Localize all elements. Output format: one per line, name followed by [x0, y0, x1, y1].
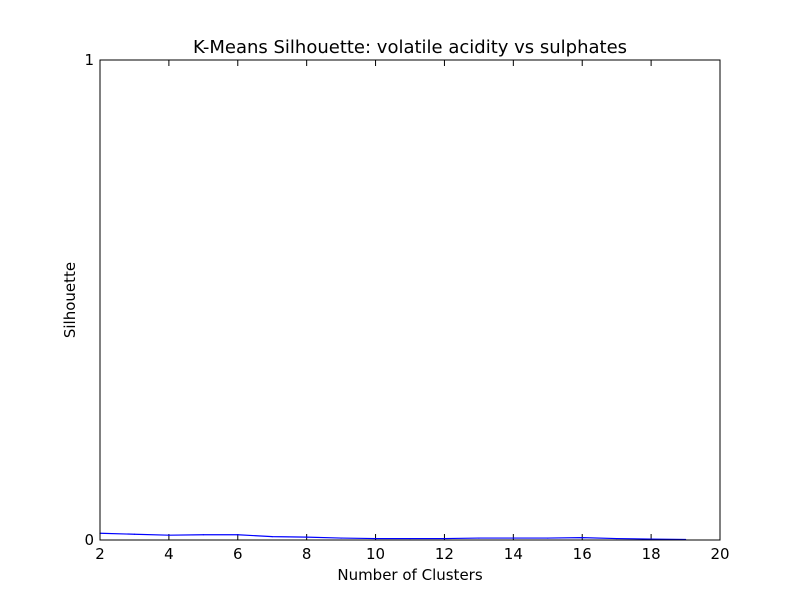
y-axis-label: Silhouette: [61, 262, 79, 338]
y-tick-label: 1: [84, 51, 94, 69]
x-tick-label: 2: [95, 545, 105, 563]
data-point: [478, 537, 480, 539]
series-line-0: [99, 532, 686, 541]
x-axis-label: Number of Clusters: [337, 566, 482, 584]
plot-area: [100, 60, 720, 540]
chart-title: K-Means Silhouette: volatile acidity vs …: [193, 37, 627, 58]
x-tick-label: 12: [435, 545, 454, 563]
x-tick-label: 10: [366, 545, 385, 563]
data-point: [547, 537, 549, 539]
data-point: [650, 538, 652, 540]
plot-frame: [99, 59, 721, 541]
tick-layer: 2 4 6 8 10 12 14 16 18 20 0 1: [84, 51, 729, 563]
x-tick-label: 18: [642, 545, 661, 563]
x-tick-label: 14: [504, 545, 523, 563]
data-point: [202, 534, 204, 536]
data-point: [237, 534, 239, 536]
data-point: [133, 533, 136, 535]
data-point: [374, 537, 377, 540]
data-point: [581, 537, 583, 539]
x-tick-label: 6: [233, 545, 243, 563]
data-point: [512, 537, 514, 539]
data-point: [443, 537, 446, 540]
data-point: [616, 537, 618, 540]
y-tick-label: 0: [84, 531, 94, 549]
x-tick-label: 20: [710, 545, 729, 563]
data-point: [168, 534, 170, 536]
x-tick-label: 16: [573, 545, 592, 563]
x-tick-label: 4: [164, 545, 174, 563]
data-point: [306, 536, 308, 538]
data-point: [340, 537, 342, 539]
data-point: [409, 537, 411, 540]
data-point: [271, 536, 273, 538]
x-tick-label: 8: [302, 545, 312, 563]
